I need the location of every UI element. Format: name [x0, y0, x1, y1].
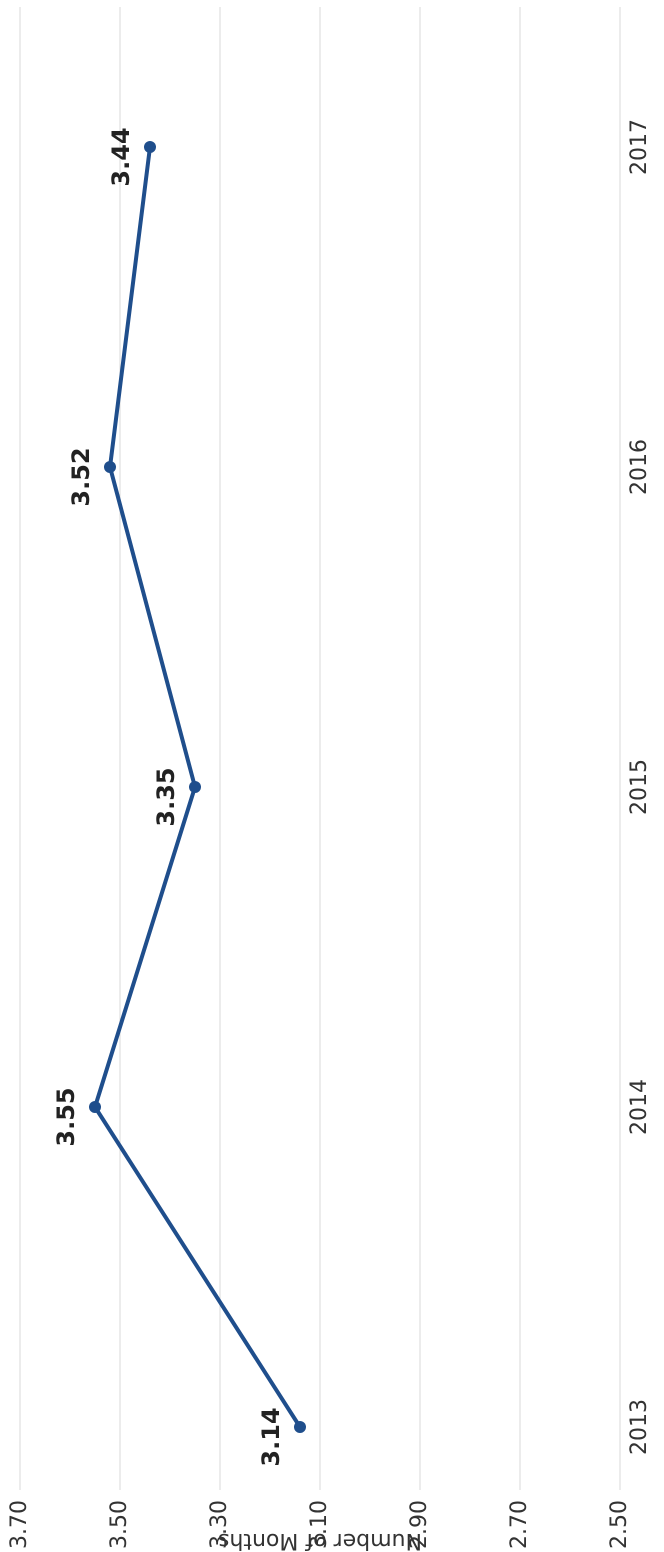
x-tick-label: 2016: [627, 439, 652, 495]
y-tick-label: 2.50: [607, 1500, 632, 1549]
y-axis-title: Number of Months: [218, 1528, 422, 1552]
data-label: 3.35: [152, 767, 180, 826]
y-tick-label: 3.70: [7, 1500, 32, 1549]
data-label: 3.52: [67, 447, 95, 506]
y-tick-label: 3.50: [107, 1500, 132, 1549]
x-tick-label: 2014: [627, 1079, 652, 1135]
x-tick-label: 2017: [627, 119, 652, 175]
point: [294, 1421, 306, 1433]
data-label: 3.44: [107, 127, 135, 186]
data-label: 3.14: [257, 1407, 285, 1466]
y-tick-label: 3.30: [207, 1500, 232, 1549]
y-tick-label: 2.70: [507, 1500, 532, 1549]
x-tick-label: 2013: [627, 1399, 652, 1455]
point: [189, 781, 201, 793]
x-tick-label: 2015: [627, 759, 652, 815]
point: [104, 461, 116, 473]
point: [144, 141, 156, 153]
rotated-chart: Number of Months 2.50 2.70 2.90 3.10 3.30 3.5…: [7, 7, 652, 1552]
data-label: 3.55: [52, 1087, 80, 1146]
y-tick-label: 3.10: [307, 1500, 332, 1549]
y-tick-label: 2.90: [407, 1500, 432, 1549]
point: [89, 1101, 101, 1113]
